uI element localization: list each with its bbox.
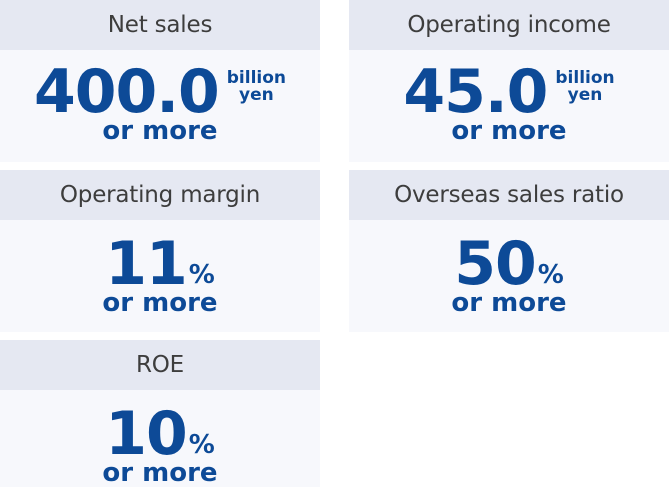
qualifier-text: or more bbox=[102, 116, 218, 146]
net-sales-card: Net sales 400.0 billion yen or more bbox=[0, 0, 320, 162]
value-row: 11 % bbox=[105, 232, 215, 296]
unit-label: billion yen bbox=[227, 70, 286, 104]
target-value: 50 bbox=[454, 229, 536, 299]
unit-label: billion yen bbox=[555, 70, 614, 104]
target-value: 11 bbox=[105, 229, 187, 299]
value-row: 50 % bbox=[454, 232, 564, 296]
percent-unit: % bbox=[537, 260, 564, 290]
qualifier-text: or more bbox=[102, 288, 218, 318]
unit-line-1: billion bbox=[226, 68, 287, 88]
percent-unit: % bbox=[188, 430, 215, 460]
value-row: 400.0 billion yen bbox=[34, 60, 286, 124]
qualifier-text: or more bbox=[451, 288, 567, 318]
target-value: 400.0 bbox=[33, 57, 220, 127]
qualifier-text: or more bbox=[451, 116, 567, 146]
unit-line-1: billion bbox=[555, 68, 615, 88]
target-value: 45.0 bbox=[403, 57, 548, 127]
card-title: Operating income bbox=[349, 0, 669, 50]
unit-line-2: yen bbox=[239, 85, 274, 105]
operating-margin-card: Operating margin 11 % or more bbox=[0, 170, 320, 332]
operating-income-card: Operating income 45.0 billion yen or mor… bbox=[349, 0, 669, 162]
percent-unit: % bbox=[188, 260, 215, 290]
roe-card: ROE 10 % or more bbox=[0, 340, 320, 487]
overseas-sales-ratio-card: Overseas sales ratio 50 % or more bbox=[349, 170, 669, 332]
qualifier-text: or more bbox=[102, 458, 218, 488]
card-title: Overseas sales ratio bbox=[349, 170, 669, 220]
card-title: Net sales bbox=[0, 0, 320, 50]
value-row: 10 % bbox=[105, 402, 215, 466]
unit-line-2: yen bbox=[567, 85, 603, 105]
target-value: 10 bbox=[105, 399, 187, 469]
card-title: ROE bbox=[0, 340, 320, 390]
card-title: Operating margin bbox=[0, 170, 320, 220]
value-row: 45.0 billion yen bbox=[403, 60, 614, 124]
